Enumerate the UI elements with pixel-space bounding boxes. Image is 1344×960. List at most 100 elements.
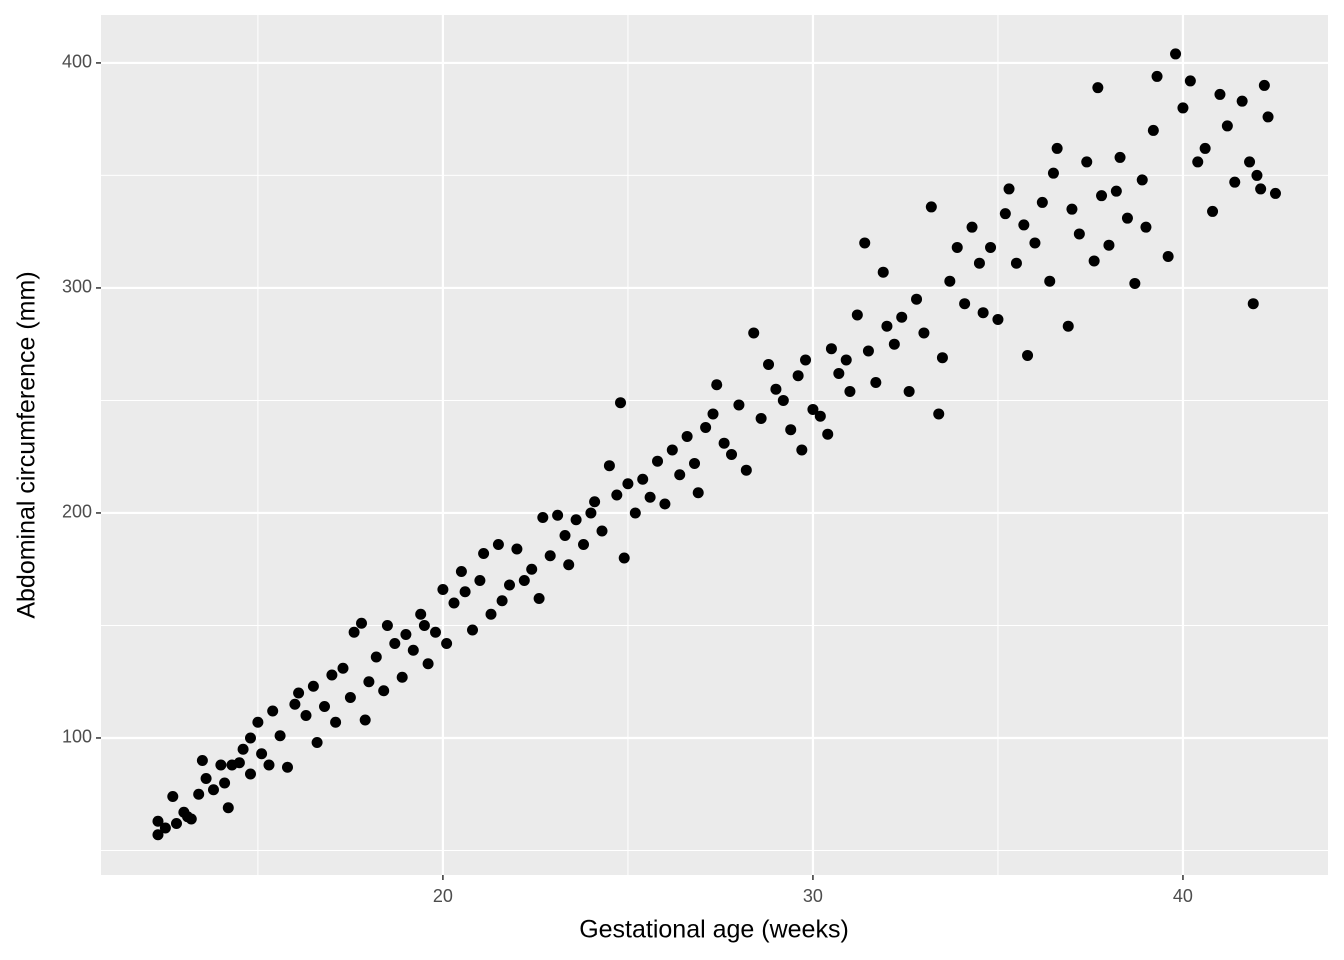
point	[407, 644, 419, 656]
point	[1129, 277, 1141, 289]
point	[370, 651, 382, 663]
point	[219, 777, 231, 789]
point	[652, 455, 664, 467]
point	[755, 412, 767, 424]
point	[585, 507, 597, 519]
point	[1184, 75, 1196, 87]
point	[396, 671, 408, 683]
point	[1081, 156, 1093, 168]
point	[966, 221, 978, 233]
point	[840, 354, 852, 366]
point	[859, 237, 871, 249]
point	[533, 592, 545, 604]
point	[936, 352, 948, 364]
point	[666, 444, 678, 456]
point	[877, 266, 889, 278]
point	[674, 469, 686, 481]
point	[252, 716, 264, 728]
point	[1214, 88, 1226, 100]
point	[196, 754, 208, 766]
point	[1140, 221, 1152, 233]
point	[418, 619, 430, 631]
point	[544, 550, 556, 562]
point	[862, 345, 874, 357]
point	[1073, 228, 1085, 240]
x-tick-label: 30	[803, 886, 823, 906]
point	[474, 574, 486, 586]
point	[603, 460, 615, 472]
point	[511, 543, 523, 555]
point	[1251, 169, 1263, 181]
point	[455, 565, 467, 577]
point	[881, 320, 893, 332]
y-tick-label: 300	[62, 277, 92, 297]
x-axis-title: Gestational age (weeks)	[579, 916, 849, 944]
point	[537, 511, 549, 523]
point	[222, 802, 234, 814]
point	[518, 574, 530, 586]
point	[422, 658, 434, 670]
point	[944, 275, 956, 287]
point	[1066, 203, 1078, 215]
point	[1229, 176, 1241, 188]
point	[1170, 48, 1182, 60]
point	[1110, 185, 1122, 197]
point	[504, 579, 516, 591]
point	[718, 437, 730, 449]
point	[307, 680, 319, 692]
point	[692, 487, 704, 499]
point	[792, 370, 804, 382]
point	[896, 311, 908, 323]
point	[1036, 196, 1048, 208]
point	[344, 691, 356, 703]
point	[244, 732, 256, 744]
point	[244, 768, 256, 780]
point	[992, 313, 1004, 325]
point	[1262, 111, 1274, 123]
point	[1199, 142, 1211, 154]
point	[951, 241, 963, 253]
point	[700, 421, 712, 433]
point	[1096, 190, 1108, 202]
point	[559, 529, 571, 541]
y-axis-title: Abdominal circumference (mm)	[13, 271, 41, 618]
point	[1151, 70, 1163, 82]
point	[796, 444, 808, 456]
point	[681, 430, 693, 442]
point	[485, 608, 497, 620]
y-tick-label: 100	[62, 727, 92, 747]
point	[281, 761, 293, 773]
point	[185, 813, 197, 825]
point	[570, 514, 582, 526]
point	[933, 408, 945, 420]
point	[293, 687, 305, 699]
panel	[101, 15, 1328, 875]
point	[318, 700, 330, 712]
point	[637, 473, 649, 485]
point	[740, 464, 752, 476]
point	[1010, 257, 1022, 269]
point	[437, 583, 449, 595]
x-tick-label: 20	[433, 886, 453, 906]
point	[785, 424, 797, 436]
point	[170, 817, 182, 829]
point	[733, 399, 745, 411]
point	[825, 343, 837, 355]
point	[629, 507, 641, 519]
point	[263, 759, 275, 771]
point	[589, 496, 601, 508]
point	[1044, 275, 1056, 287]
point	[985, 241, 997, 253]
point	[578, 538, 590, 550]
point	[1103, 239, 1115, 251]
point	[999, 208, 1011, 220]
point	[1062, 320, 1074, 332]
y-tick-label: 200	[62, 502, 92, 522]
point	[1244, 156, 1256, 168]
point	[707, 408, 719, 420]
point	[1258, 79, 1270, 91]
point	[193, 788, 205, 800]
y-tick-label: 400	[62, 52, 92, 72]
point	[492, 538, 504, 550]
